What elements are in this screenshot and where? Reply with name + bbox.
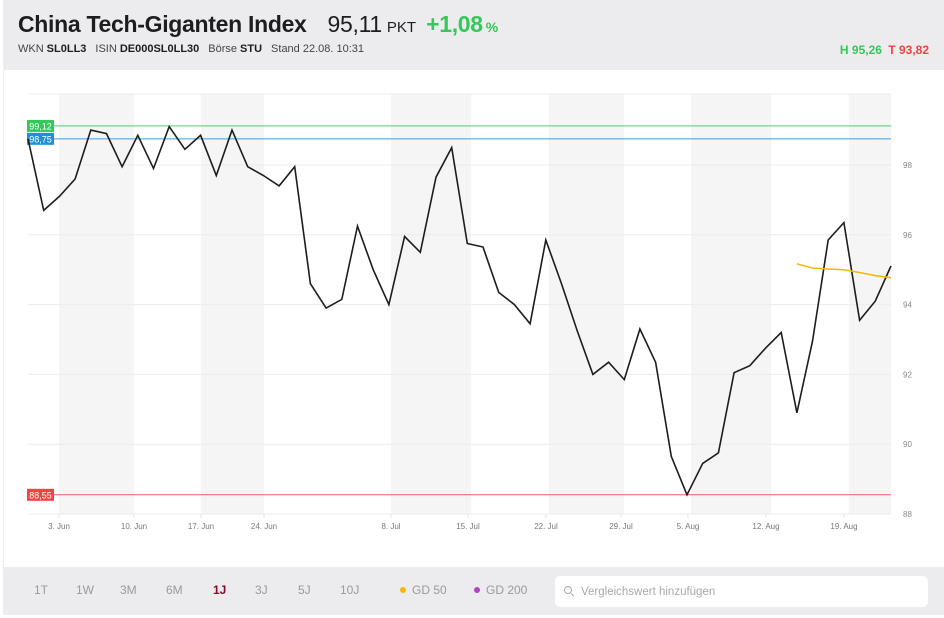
chart-band	[691, 94, 771, 514]
chart-band	[391, 94, 471, 514]
gd50-label: GD 50	[412, 583, 447, 597]
day-low: T 93,82	[888, 43, 929, 57]
compare-search[interactable]	[555, 576, 928, 607]
x-tick-label: 12. Aug	[752, 522, 779, 531]
isin-label: ISIN	[95, 43, 117, 55]
instrument-header: China Tech-Giganten Index 95,11 PKT +1,0…	[3, 0, 944, 70]
gd50-dot-icon	[400, 587, 406, 593]
range-5j-button[interactable]: 5J	[298, 583, 311, 597]
x-tick-label: 22. Jul	[534, 522, 558, 531]
reference-label-bg	[27, 119, 54, 132]
gd50-line	[796, 263, 892, 279]
wkn-label: WKN	[18, 43, 44, 55]
exchange-value: STU	[240, 43, 263, 55]
price-unit: PKT	[386, 19, 417, 36]
range-1t-button[interactable]: 1T	[34, 583, 49, 597]
range-1j-button[interactable]: 1J	[213, 583, 227, 597]
price-change: +1,08	[426, 11, 483, 37]
chart-canvas[interactable]: 88 90 92 94 96 98 3. Jun 10. Jun 17. Jun 24. Jun 8…	[4, 70, 944, 567]
timestamp: Stand 22.08. 10:31	[271, 43, 365, 55]
gd200-dot-icon	[474, 587, 480, 593]
exchange-label: Börse	[208, 43, 238, 55]
chart-band	[849, 94, 891, 514]
reference-label: 98,75	[29, 134, 52, 144]
gd200-label: GD 200	[486, 583, 528, 597]
price-chart[interactable]: 88 90 92 94 96 98 3. Jun 10. Jun 17. Jun 24. Jun 8…	[3, 70, 944, 567]
x-tick-label: 15. Jul	[456, 522, 480, 531]
reference-label: 88,55	[29, 490, 52, 500]
y-tick-label: 90	[903, 440, 912, 449]
wkn-value: SL0LL3	[46, 43, 87, 55]
x-tick-label: 3. Jun	[48, 522, 70, 531]
x-tick-label: 29. Jul	[609, 522, 633, 531]
high-low: H 95,26 T 93,82	[840, 43, 929, 57]
instrument-meta: WKN SL0LL3 ISIN DE000SL0LL30 Börse STU S…	[18, 43, 364, 55]
chart-band	[59, 94, 134, 514]
reference-label-bg	[27, 132, 54, 145]
instrument-title: China Tech-Giganten Index	[18, 11, 307, 37]
title-row: China Tech-Giganten Index 95,11 PKT +1,0…	[18, 11, 498, 38]
price-change-unit: %	[485, 19, 499, 35]
range-1w-button[interactable]: 1W	[76, 583, 94, 597]
compare-search-input[interactable]	[581, 585, 911, 598]
x-tick-label: 10. Jun	[121, 522, 147, 531]
range-3m-button[interactable]: 3M	[120, 583, 137, 597]
x-tick-label: 5. Aug	[677, 522, 700, 531]
reference-label: 99,12	[29, 121, 52, 131]
isin-value: DE000SL0LL30	[119, 43, 200, 55]
y-tick-label: 96	[903, 231, 912, 240]
x-tick-label: 8. Jul	[381, 522, 400, 531]
chart-band	[549, 94, 624, 514]
range-10j-button[interactable]: 10J	[340, 583, 360, 597]
y-tick-label: 98	[903, 161, 912, 170]
current-price: 95,11	[327, 11, 383, 37]
y-tick-label: 92	[903, 370, 912, 379]
x-tick-label: 17. Jun	[188, 522, 214, 531]
x-tick-label: 24. Jun	[251, 522, 277, 531]
chart-band	[201, 94, 264, 514]
search-icon	[564, 586, 575, 597]
gd50-toggle[interactable]: GD 50	[400, 583, 447, 597]
x-tick-label: 19. Aug	[830, 522, 857, 531]
range-3j-button[interactable]: 3J	[255, 583, 268, 597]
price-line	[27, 124, 892, 497]
gd200-toggle[interactable]: GD 200	[474, 583, 527, 597]
chart-toolbar: 1T 1W 3M 6M 1J 3J 5J 10J GD 50 GD 200	[3, 567, 944, 615]
y-tick-label: 88	[903, 510, 912, 519]
reference-label-bg	[27, 488, 54, 501]
day-high: H 95,26	[839, 43, 882, 57]
range-6m-button[interactable]: 6M	[166, 583, 183, 597]
y-tick-label: 94	[903, 301, 912, 310]
